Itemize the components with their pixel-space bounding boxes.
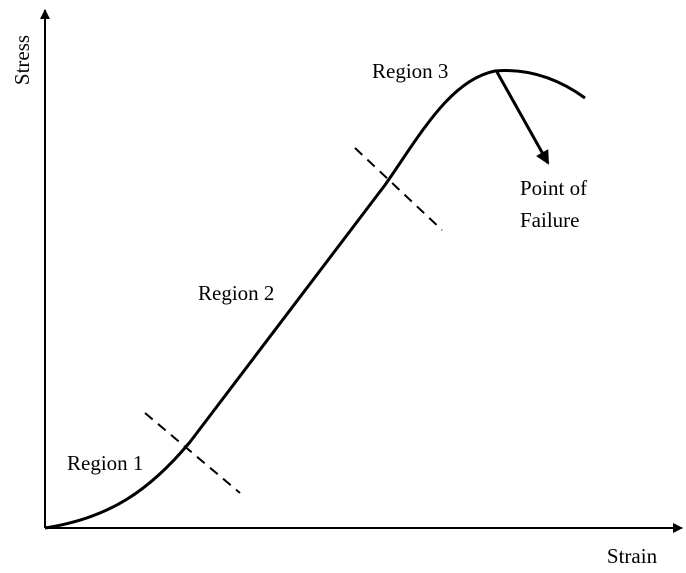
x-axis-label: Strain (607, 544, 658, 568)
region-divider (144, 412, 241, 494)
y-axis-label: Stress (10, 35, 34, 85)
region-label: Region 2 (198, 281, 274, 305)
region-label: Region 1 (67, 451, 143, 475)
region-label: Region 3 (372, 59, 448, 83)
annotation: Failure (520, 208, 579, 232)
region-divider (354, 147, 443, 231)
stress-strain-curve (44, 69, 586, 530)
failure-arrow (495, 71, 550, 165)
annotation: Point of (520, 176, 587, 200)
